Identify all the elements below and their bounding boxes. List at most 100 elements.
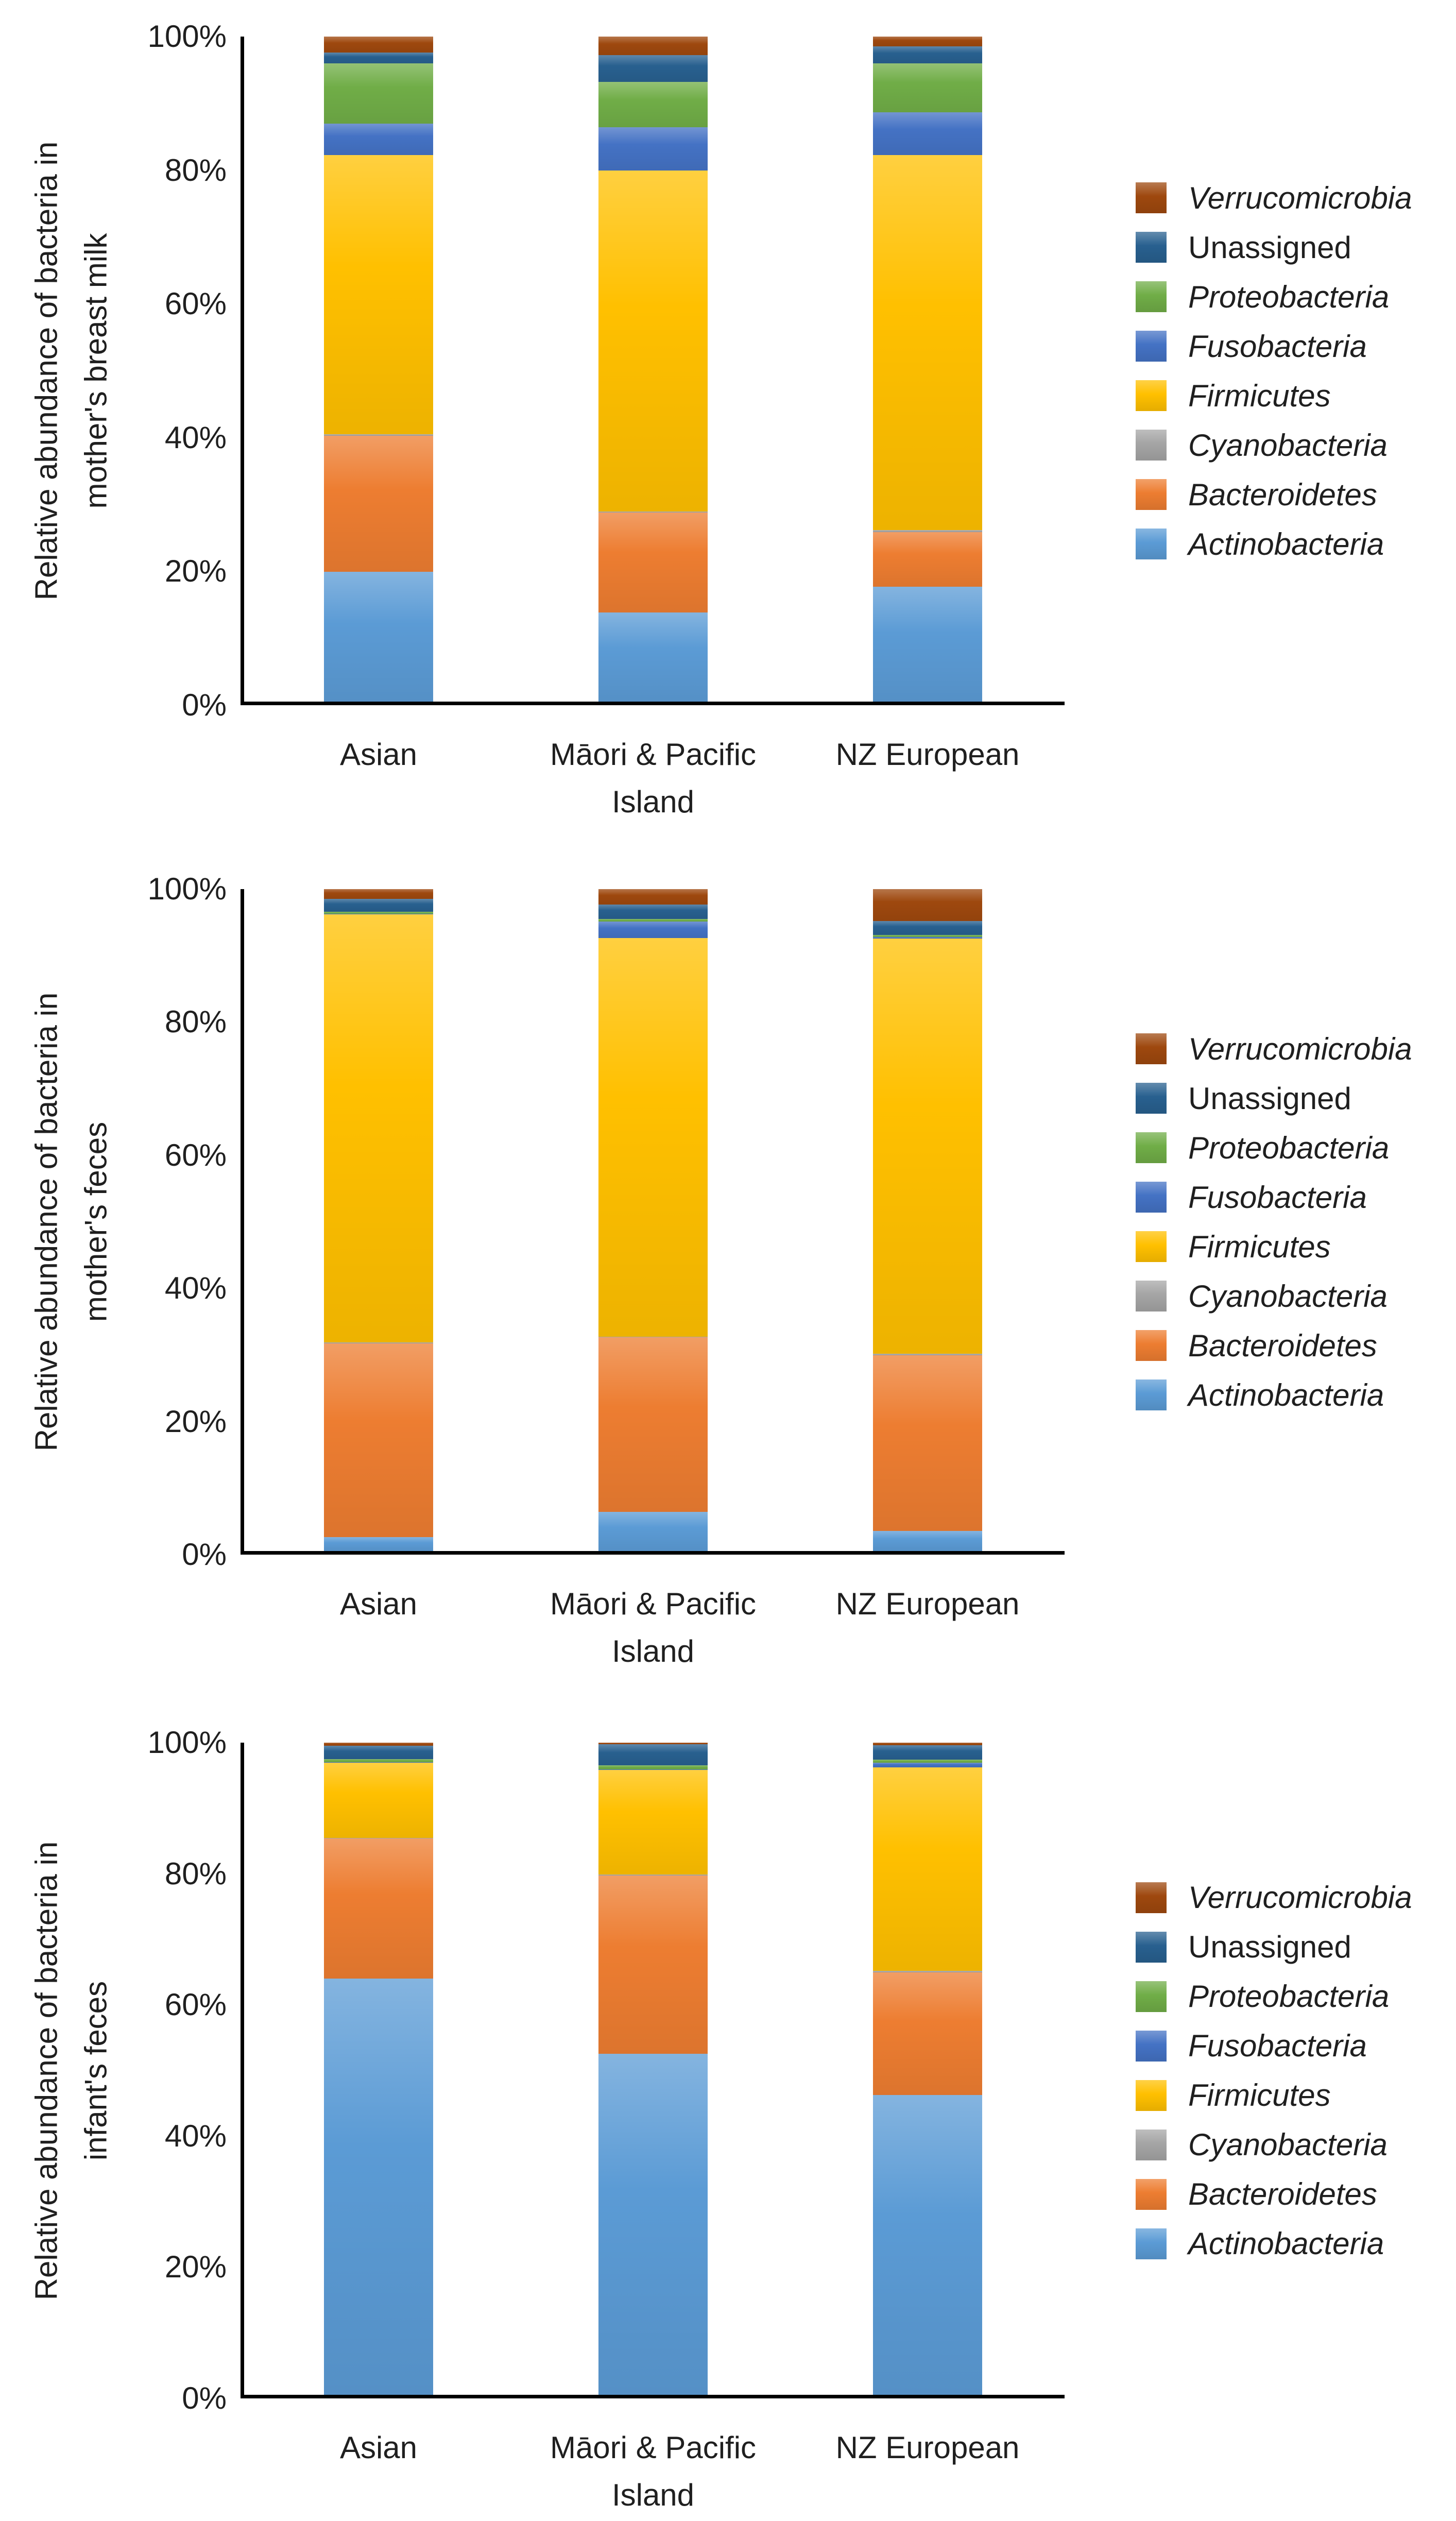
legend-item-actinobacteria: Actinobacteria [1136, 519, 1384, 569]
stacked-bar [873, 1743, 982, 2395]
segment-proteobacteria [873, 934, 982, 937]
legend-swatch-icon [1136, 182, 1167, 213]
segment-bacteroidetes [324, 1343, 433, 1538]
plot-area [241, 1743, 1065, 2398]
legend-label: Bacteroidetes [1188, 477, 1377, 512]
segment-verrucomicrobia [598, 889, 708, 905]
segment-firmicutes [324, 914, 433, 1343]
legend-swatch-icon [1136, 2080, 1167, 2111]
segment-unassigned [873, 921, 982, 935]
legend-item-actinobacteria: Actinobacteria [1136, 2219, 1384, 2269]
legend-item-cyanobacteria: Cyanobacteria [1136, 420, 1388, 470]
segment-actinobacteria [324, 572, 433, 702]
segment-proteobacteria [598, 81, 708, 127]
legend-swatch-icon [1136, 1281, 1167, 1311]
legend-item-proteobacteria: Proteobacteria [1136, 1123, 1389, 1172]
category-label: NZ European [835, 737, 1020, 772]
segment-unassigned [598, 904, 708, 919]
segment-unassigned [598, 55, 708, 82]
y-axis-tick-label: 0% [182, 1537, 227, 1572]
stacked-bar [324, 889, 433, 1551]
legend-item-unassigned: Unassigned [1136, 1074, 1351, 1123]
y-axis-tick-label: 0% [182, 2381, 227, 2415]
segment-proteobacteria [873, 1759, 982, 1763]
legend-item-firmicutes: Firmicutes [1136, 1222, 1331, 1271]
segment-verrucomicrobia [324, 889, 433, 899]
legend-label: Cyanobacteria [1188, 1279, 1388, 1314]
legend-swatch-icon [1136, 1182, 1167, 1213]
y-axis-tick-label: 80% [164, 1856, 227, 1891]
segment-unassigned [598, 1744, 708, 1766]
segment-bacteroidetes [324, 435, 433, 572]
category-label: Asian [339, 2430, 418, 2465]
category-label: Māori & Pacific Island [550, 2430, 757, 2512]
legend-item-firmicutes: Firmicutes [1136, 2071, 1331, 2120]
stacked-bar [324, 1743, 433, 2395]
legend-label: Proteobacteria [1188, 1130, 1390, 1165]
y-axis-tick-label: 20% [164, 2250, 227, 2285]
segment-verrucomicrobia [873, 889, 982, 921]
legend-swatch-icon [1136, 1132, 1167, 1163]
segment-proteobacteria [324, 911, 433, 914]
legend-label: Unassigned [1188, 230, 1351, 265]
legend-label: Actinobacteria [1188, 2226, 1384, 2261]
y-axis-title-line: Relative abundance of bacteria in [29, 992, 64, 1452]
segment-cyanobacteria [324, 1342, 433, 1343]
legend-swatch-icon [1136, 1931, 1167, 1963]
y-axis-title-line: infant's feces [78, 1981, 113, 2160]
legend-label: Cyanobacteria [1188, 428, 1388, 463]
segment-bacteroidetes [873, 1972, 982, 2095]
y-axis-tick-label: 80% [164, 152, 227, 188]
segment-bacteroidetes [324, 1838, 433, 1979]
legend-label: Actinobacteria [1188, 1377, 1384, 1412]
segment-proteobacteria [598, 918, 708, 922]
legend-swatch-icon [1136, 2178, 1167, 2210]
segment-firmicutes [873, 939, 982, 1354]
legend-label: Proteobacteria [1188, 1979, 1390, 2014]
stacked-bar [598, 37, 708, 702]
y-axis-tick-label: 100% [147, 872, 227, 906]
segment-cyanobacteria [324, 434, 433, 436]
segment-fusobacteria [873, 112, 982, 155]
y-axis-tick-label: 60% [164, 1987, 227, 2022]
legend-label: Firmicutes [1188, 1229, 1331, 1264]
segment-unassigned [324, 1746, 433, 1759]
y-axis-tick-label: 80% [164, 1004, 227, 1040]
legend-swatch-icon [1136, 1231, 1167, 1262]
category-label: Māori & Pacific Island [550, 1587, 757, 1668]
legend-swatch-icon [1136, 479, 1167, 510]
segment-firmicutes [598, 170, 708, 512]
segment-actinobacteria [873, 1531, 982, 1551]
legend-item-proteobacteria: Proteobacteria [1136, 272, 1389, 321]
y-axis-title-line: mother's feces [78, 1121, 113, 1322]
legend-swatch-icon [1136, 2030, 1167, 2062]
legend-swatch-icon [1136, 232, 1167, 263]
stacked-bar [873, 37, 982, 702]
segment-actinobacteria [873, 2094, 982, 2395]
y-axis-title-line: Relative abundance of bacteria in [29, 1841, 64, 2300]
segment-fusobacteria [324, 1762, 433, 1763]
y-axis-tick-label: 20% [164, 1404, 227, 1439]
legend-label: Verrucomicrobia [1188, 180, 1412, 215]
legend-swatch-icon [1136, 1379, 1167, 1410]
segment-fusobacteria [598, 1769, 708, 1770]
segment-cyanobacteria [873, 530, 982, 532]
segment-proteobacteria [873, 63, 982, 113]
segment-verrucomicrobia [324, 37, 433, 53]
legend-swatch-icon [1136, 2129, 1167, 2160]
segment-unassigned [873, 46, 982, 63]
legend-item-proteobacteria: Proteobacteria [1136, 1972, 1389, 2021]
segment-firmicutes [598, 938, 708, 1337]
segment-actinobacteria [324, 1979, 433, 2395]
segment-proteobacteria [324, 63, 433, 124]
legend-swatch-icon [1136, 430, 1167, 461]
legend-label: Bacteroidetes [1188, 1328, 1377, 1363]
legend-label: Firmicutes [1188, 378, 1331, 413]
category-label: NZ European [835, 1587, 1020, 1621]
y-axis-tick-label: 60% [164, 1137, 227, 1172]
legend-label: Unassigned [1188, 1930, 1351, 1964]
segment-fusobacteria [598, 921, 708, 939]
legend-item-bacteroidetes: Bacteroidetes [1136, 470, 1377, 519]
y-axis-tick-label: 100% [147, 19, 227, 54]
